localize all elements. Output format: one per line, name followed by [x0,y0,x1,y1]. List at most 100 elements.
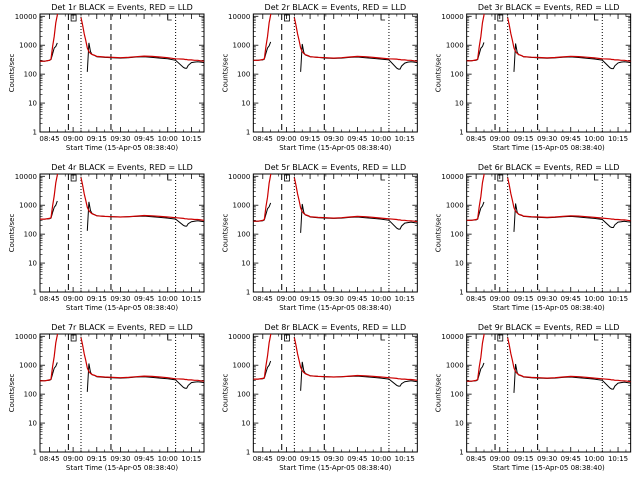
x-tick-label: 08:45 [253,295,273,303]
chart-panel-2: Det 2r BLACK = Events, RED = LLD 1 10 100 10… [221,3,418,152]
y-tick-label: 1000 [446,202,464,210]
x-tick-label: 09:45 [347,455,367,463]
lld-series-line [80,17,204,62]
plot-frame [39,333,205,453]
x-tick-label: 09:00 [63,295,83,303]
top-box-marker [70,14,77,22]
chart-title: Det 3r BLACK = Events, RED = LLD [478,3,620,12]
y-tick-label: 10000 [15,13,37,21]
y-tick-label: 1000 [446,362,464,370]
chart-title: Det 1r BLACK = Events, RED = LLD [51,3,193,12]
lld-series-line [253,334,272,380]
y-tick-label: 1000 [19,42,37,50]
lld-series-line [253,174,272,222]
y-tick-label: 1 [459,129,463,137]
chart-panel-9: Det 9r BLACK = Events, RED = LLD 1 10 100 10… [435,323,632,472]
top-box-marker [284,14,290,22]
y-axis-label: Counts/sec [221,214,229,253]
y-tick-label: 10 [28,100,37,108]
top-box-marker [284,334,290,342]
x-tick-label: 10:00 [371,455,391,463]
x-tick-label: 09:30 [324,455,344,463]
plot-frame [466,173,632,293]
x-tick-label: 09:15 [87,455,107,463]
x-tick-label: 10:15 [608,295,628,303]
chart-title: Det 4r BLACK = Events, RED = LLD [51,163,193,172]
events-series-line [513,203,631,232]
x-tick-label: 08:45 [253,135,273,143]
y-tick-label: 100 [450,231,463,239]
y-axis-label: Counts/sec [221,374,229,413]
lld-series-line [466,14,485,62]
x-tick-label: 08:45 [39,135,59,143]
y-axis-label: Counts/sec [8,374,16,413]
series-group [40,14,204,72]
x-tick-label: 09:45 [347,295,367,303]
x-tick-label: 10:15 [395,455,415,463]
chart-panel-8: Det 8r BLACK = Events, RED = LLD 1 10 100 10… [221,323,418,472]
y-axis-label: Counts/sec [435,214,443,253]
top-tick-marker [593,14,599,21]
x-tick-label: 09:00 [276,295,296,303]
y-tick-label: 1 [246,289,250,297]
series-group [253,14,418,72]
chart-panel-5: Det 5r BLACK = Events, RED = LLD 1 10 100 10… [221,163,418,312]
x-tick-label: 10:00 [158,455,178,463]
lld-series-line [507,17,631,62]
x-tick-label: 08:45 [253,455,273,463]
lld-series-line [507,177,631,222]
lld-series-line [293,17,418,62]
x-tick-label: 08:45 [39,455,59,463]
chart-title: Det 5r BLACK = Events, RED = LLD [265,163,407,172]
lld-series-line [80,337,204,382]
x-tick-label: 10:15 [181,295,201,303]
y-tick-label: 10 [455,260,464,268]
chart-title: Det 8r BLACK = Events, RED = LLD [265,323,407,332]
lld-series-line [507,337,631,383]
x-tick-label: 09:30 [537,455,557,463]
top-box-marker [284,174,290,182]
y-tick-label: 1 [33,449,37,457]
y-tick-label: 10000 [228,333,250,341]
y-axis-label: Counts/sec [435,374,443,413]
chart-panel-6: Det 6r BLACK = Events, RED = LLD 1 10 100 10… [435,163,632,312]
x-tick-label: 10:15 [608,135,628,143]
y-tick-label: 10000 [15,173,37,181]
y-tick-label: 1 [33,129,37,137]
x-tick-label: 09:30 [110,135,130,143]
y-tick-label: 10 [455,420,464,428]
y-tick-label: 100 [24,391,37,399]
x-tick-label: 09:30 [537,295,557,303]
plot-frame [252,333,418,453]
top-tick-marker [380,174,386,181]
x-tick-label: 10:00 [158,295,178,303]
events-series-line [253,360,272,380]
x-tick-label: 08:45 [466,295,486,303]
lld-series-line [466,334,485,382]
series-group [40,334,204,392]
x-tick-label: 09:15 [300,135,320,143]
x-tick-label: 10:00 [584,455,604,463]
x-tick-label: 10:15 [395,135,415,143]
top-tick-marker [593,174,599,181]
y-tick-label: 100 [237,391,250,399]
y-tick-label: 100 [237,231,250,239]
series-group [253,334,418,391]
y-tick-label: 1 [459,449,463,457]
x-tick-label: 09:00 [276,455,296,463]
chart-title: Det 9r BLACK = Events, RED = LLD [478,323,620,332]
x-tick-label: 10:15 [181,135,201,143]
y-tick-label: 1000 [19,362,37,370]
x-tick-label: 09:15 [513,135,533,143]
x-tick-label: 10:00 [371,135,391,143]
y-tick-label: 100 [450,391,463,399]
series-group [253,174,418,233]
x-tick-label: 09:45 [134,295,154,303]
events-series-line [253,202,272,222]
events-series-line [300,203,418,233]
y-tick-label: 100 [24,71,37,79]
top-box-marker [497,334,504,342]
series-group [40,174,204,231]
x-tick-label: 09:45 [134,135,154,143]
